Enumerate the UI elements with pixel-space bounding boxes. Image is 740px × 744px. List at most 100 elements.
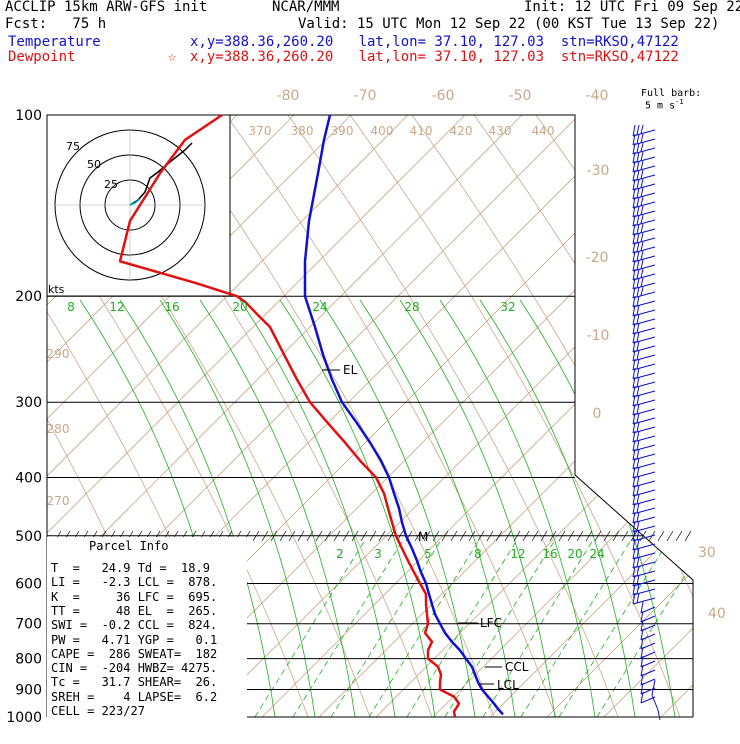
hatch-tick — [477, 530, 485, 542]
hatch-tick — [531, 530, 539, 542]
theta-label: 400 — [371, 124, 394, 138]
isotherm-line — [718, 115, 740, 717]
parcel-info-title: Parcel Info — [89, 539, 169, 553]
parcel-info-row: SWI = -0.2 CCL = 824. — [51, 618, 218, 633]
wind-barbs — [632, 124, 661, 721]
mixing-ratio-line — [444, 539, 556, 717]
wind-barb-flag — [636, 439, 640, 450]
wind-barb-flag — [632, 259, 636, 272]
header-center: NCAR/MMM — [272, 0, 340, 15]
wind-barb-flag — [636, 403, 640, 414]
wind-barb-flag — [640, 682, 644, 695]
hatch-tick — [306, 530, 314, 542]
hodograph-ring-label-75: 75 — [66, 140, 80, 153]
wind-barb-staff — [632, 561, 656, 569]
wind-barb-flag — [636, 151, 640, 162]
wind-barb-flag — [632, 457, 636, 470]
hatch-tick — [504, 530, 512, 542]
wind-barb-staff — [632, 516, 656, 524]
wind-barb-flag — [640, 160, 644, 170]
pressure-label-700: 700 — [15, 617, 42, 633]
ccl-marker-label: CCL — [505, 660, 529, 674]
wind-barb-flag — [636, 313, 640, 324]
wind-barb-staff — [632, 426, 656, 434]
hatch-tick — [342, 530, 350, 542]
hatch-tick — [585, 530, 593, 542]
wind-barb-flag — [636, 556, 640, 567]
pressure-label-800: 800 — [15, 652, 42, 668]
hodograph-ring-label-50: 50 — [87, 158, 101, 171]
moist-adiabat-label: 20 — [232, 300, 247, 314]
wind-barb-flag — [640, 133, 644, 143]
wind-barb-flag — [636, 214, 640, 225]
wind-barb-flag — [632, 394, 636, 407]
wind-barb-flag — [636, 511, 640, 522]
isotherm-line — [375, 115, 693, 717]
wind-barb-flag — [636, 250, 640, 261]
pressure-label-100: 100 — [15, 108, 42, 124]
wind-barb-staff — [632, 372, 656, 380]
hatch-tick — [675, 530, 683, 542]
parcel-info-row: CELL = 223/27 — [51, 704, 145, 718]
barb-key-line2: 5 m s-1 — [645, 98, 684, 112]
legend-dewpoint: Dewpoint — [8, 49, 76, 65]
pressure-label-200: 200 — [15, 289, 42, 305]
wind-barb-flag — [636, 421, 640, 432]
wind-barb-staff — [640, 633, 656, 641]
wind-barb-staff — [632, 273, 656, 281]
wind-barb-flag — [632, 529, 636, 542]
moist-adiabat-line — [399, 299, 556, 717]
wind-barb-flag — [640, 628, 644, 641]
wind-barb-flag — [632, 403, 636, 416]
moist-adiabat-label: 16 — [164, 300, 179, 314]
wind-barb-flag — [632, 556, 636, 569]
wind-barb-flag — [636, 178, 640, 189]
wind-barb-flag — [636, 223, 640, 234]
hatch-tick — [558, 530, 566, 542]
moist-adiabat-line — [239, 299, 396, 717]
wind-barb-flag — [636, 277, 640, 288]
wind-barb-flag — [632, 520, 636, 533]
isotherm-label-top: -60 — [432, 88, 455, 104]
dry-adiabat-line — [225, 115, 557, 717]
wind-barb-staff — [632, 435, 656, 443]
wind-barb-flag — [636, 196, 640, 207]
wind-barb-staff — [632, 129, 656, 137]
wind-barb-flag — [640, 124, 644, 134]
wind-barb-staff — [632, 210, 656, 218]
isotherm-line — [546, 115, 693, 717]
wind-barb-flag — [632, 160, 636, 173]
wind-barb-flag — [632, 331, 636, 344]
hatch-tick — [603, 530, 611, 542]
parcel-info-row: TT = 48 EL = 265. — [51, 603, 218, 618]
legend-dewpoint-location: x,y=388.36,260.20 lat,lon= 37.10, 127.03… — [190, 49, 679, 65]
pressure-label-900: 900 — [15, 682, 42, 698]
parcel-info-row: Tc = 31.7 SHEAR= 26. — [51, 675, 218, 690]
pressure-label-400: 400 — [15, 470, 42, 486]
wind-barb-flag — [632, 592, 636, 605]
wind-barb-flag — [636, 466, 640, 477]
wind-barb-flag — [632, 178, 636, 191]
mixing-ratio-label: 20 — [567, 547, 582, 561]
isotherm-line — [47, 115, 523, 717]
wind-barb-staff — [632, 309, 656, 317]
hatch-tick — [324, 530, 332, 542]
moist-adiabat-line — [359, 299, 516, 717]
hatch-tick — [333, 530, 341, 542]
isotherm-line — [47, 115, 352, 717]
wind-barb-flag — [632, 196, 636, 209]
isotherm-line — [603, 115, 693, 717]
el-marker-label: EL — [343, 363, 358, 377]
profile-lines — [118, 113, 504, 718]
theta-label: 440 — [532, 124, 555, 138]
mixing-ratio-label: 16 — [542, 547, 557, 561]
dry-adiabat-line — [722, 115, 740, 717]
wind-barb-flag — [640, 205, 644, 215]
wind-barb-staff — [632, 336, 656, 344]
moist-adiabat-label: 12 — [109, 300, 124, 314]
moist-adiabat-label: 28 — [404, 300, 419, 314]
wind-barb-staff — [632, 570, 656, 578]
wind-barb-flag — [640, 655, 644, 668]
hatch-tick — [567, 530, 575, 542]
